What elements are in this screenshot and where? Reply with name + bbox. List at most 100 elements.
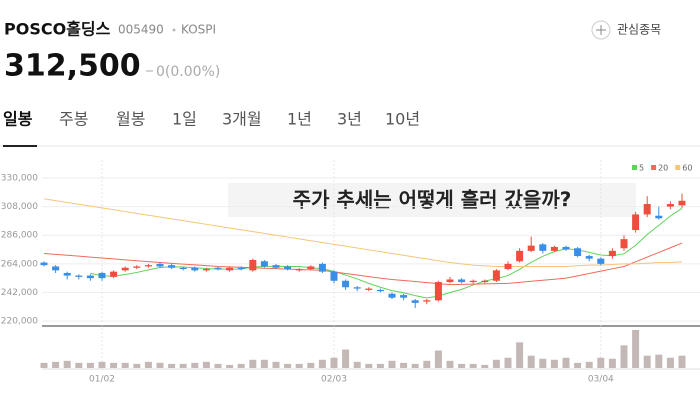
candle-body (550, 246, 558, 251)
volume-bar (284, 363, 292, 368)
legend-label: 20 (658, 164, 668, 173)
candle-body (75, 275, 83, 277)
volume-bar (133, 363, 141, 368)
candle-body (318, 263, 326, 272)
candle-body (504, 263, 512, 270)
candle-body (655, 215, 663, 219)
tab[interactable]: 1년 (287, 110, 312, 129)
volume-bar (620, 345, 628, 368)
volume-bar (376, 363, 384, 368)
volume-bar (121, 362, 129, 368)
tab[interactable]: 3년 (337, 110, 362, 129)
stock-code: 005490 (118, 23, 164, 37)
candle-body (133, 266, 141, 268)
volume-bar (168, 363, 176, 368)
volume-bar (260, 359, 268, 368)
volume-bar (446, 360, 454, 368)
candle-body (434, 282, 442, 301)
legend-label: 5 (639, 164, 644, 173)
y-tick-label: 220,000 (1, 317, 38, 327)
candle-body (388, 293, 396, 298)
volume-bar (527, 355, 535, 368)
volume-bar (249, 359, 257, 368)
volume-bar (156, 362, 164, 368)
candle-body (191, 267, 199, 271)
tab[interactable]: 1일 (172, 110, 197, 129)
candle-body (40, 262, 48, 266)
candle-body (597, 258, 605, 264)
candle-body (365, 288, 373, 290)
candle-body (400, 295, 408, 298)
volume-bar (226, 364, 234, 368)
candle-body (168, 265, 176, 268)
y-tick-label: 242,000 (1, 288, 38, 298)
watch-icon[interactable] (591, 20, 611, 40)
candle-body (110, 271, 118, 277)
volume-bar (98, 361, 106, 368)
candle-body (411, 300, 419, 303)
candle-body (423, 300, 431, 302)
candle-body (666, 204, 674, 207)
volume-bar (666, 357, 674, 368)
volume-bar (434, 350, 442, 368)
volume-bar (342, 349, 350, 368)
candle-body (620, 239, 628, 249)
candle-body (458, 279, 466, 283)
volume-bar (353, 361, 361, 368)
volume-bar (400, 362, 408, 368)
volume-bar (63, 360, 71, 368)
volume-bar (643, 355, 651, 368)
tab[interactable]: 월봉 (116, 110, 145, 129)
candle-body (272, 265, 280, 268)
volume-bar (678, 355, 686, 368)
candle-body (156, 263, 164, 267)
volume-bar (179, 363, 187, 368)
candle-body (330, 271, 338, 281)
candle-body (481, 280, 489, 283)
y-tick-label: 330,000 (1, 174, 38, 184)
volume-bar (423, 360, 431, 368)
x-tick-label: 03/04 (588, 375, 614, 385)
volume-bar (504, 357, 512, 368)
candle-body (202, 269, 210, 271)
y-tick-label: 308,000 (1, 202, 38, 212)
candle-body (98, 272, 106, 279)
volume-bar (585, 361, 593, 368)
candle-body (52, 266, 60, 271)
volume-bar (388, 360, 396, 368)
tab[interactable]: 3개월 (222, 110, 262, 129)
candle-body (144, 265, 152, 267)
candle-body (284, 266, 292, 270)
candle-body (63, 272, 71, 276)
tab[interactable]: 10년 (385, 110, 420, 129)
volume-bar (574, 362, 582, 368)
candle-body (249, 259, 257, 271)
candle-body (342, 280, 350, 288)
volume-bar (458, 363, 466, 368)
candle-body (574, 248, 582, 257)
volume-bar (539, 358, 547, 368)
volume-bar (52, 361, 60, 368)
volume-bar (365, 363, 373, 368)
annotation-bg (228, 183, 636, 217)
tab[interactable]: 일봉 (3, 110, 33, 129)
watch-button[interactable]: 관심종목 (617, 23, 661, 37)
tab[interactable]: 주봉 (59, 110, 88, 129)
volume-bar (550, 359, 558, 368)
volume-bar (110, 362, 118, 368)
candle-body (86, 275, 94, 279)
legend-swatch (651, 165, 657, 170)
candle-body (608, 250, 616, 257)
candle-body (237, 267, 245, 270)
x-tick-label: 01/02 (89, 375, 115, 385)
volume-bar (608, 358, 616, 368)
candle-body (226, 267, 234, 271)
legend-label: 60 (682, 164, 692, 173)
y-tick-label: 286,000 (1, 231, 38, 241)
volume-bar (481, 364, 489, 368)
candle-body (632, 214, 640, 231)
candle-body (492, 270, 500, 281)
volume-bar (214, 363, 222, 368)
legend-swatch (675, 165, 681, 170)
price: 312,500 (4, 49, 141, 84)
